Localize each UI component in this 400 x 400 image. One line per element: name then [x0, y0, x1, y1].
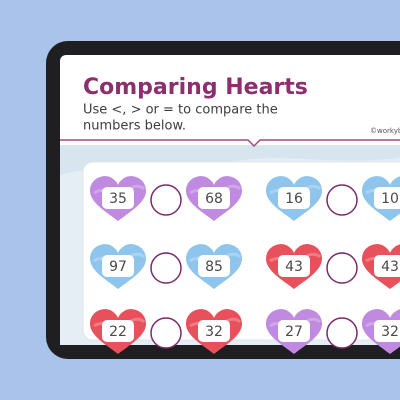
number-box: [278, 187, 310, 209]
number-box: [198, 187, 230, 209]
heart-number: 85: [205, 259, 223, 275]
heart-number: 22: [109, 324, 127, 340]
number-box: [278, 320, 310, 342]
answer-circle: [326, 184, 358, 216]
heart-number: 10: [381, 191, 399, 207]
number-box: [374, 320, 400, 342]
answer-circle: [326, 252, 358, 284]
heart-number: 16: [285, 191, 303, 207]
number-box: [374, 187, 400, 209]
heart-number: 43: [381, 259, 399, 275]
instruction: numbers below.: [83, 119, 186, 134]
heart-number: 68: [205, 191, 223, 207]
instruction: Use <, > or = to compare the: [83, 103, 278, 118]
number-box: [198, 320, 230, 342]
answer-circle: [326, 317, 358, 349]
heart-number: 43: [285, 259, 303, 275]
answer-circle: [150, 252, 182, 284]
heart-number: 32: [205, 324, 223, 340]
number-box: [198, 255, 230, 277]
number-box: [102, 187, 134, 209]
credit: ©workybo: [370, 127, 400, 135]
heart-number: 27: [285, 324, 303, 340]
heart-number: 97: [109, 259, 127, 275]
number-box: [374, 255, 400, 277]
divider: [60, 139, 400, 148]
heart-number: 35: [109, 191, 127, 207]
number-box: [278, 255, 310, 277]
heart-number: 32: [381, 324, 399, 340]
title: Comparing Hearts: [83, 75, 308, 100]
number-box: [102, 320, 134, 342]
number-box: [102, 255, 134, 277]
answer-circle: [150, 184, 182, 216]
answer-circle: [150, 317, 182, 349]
